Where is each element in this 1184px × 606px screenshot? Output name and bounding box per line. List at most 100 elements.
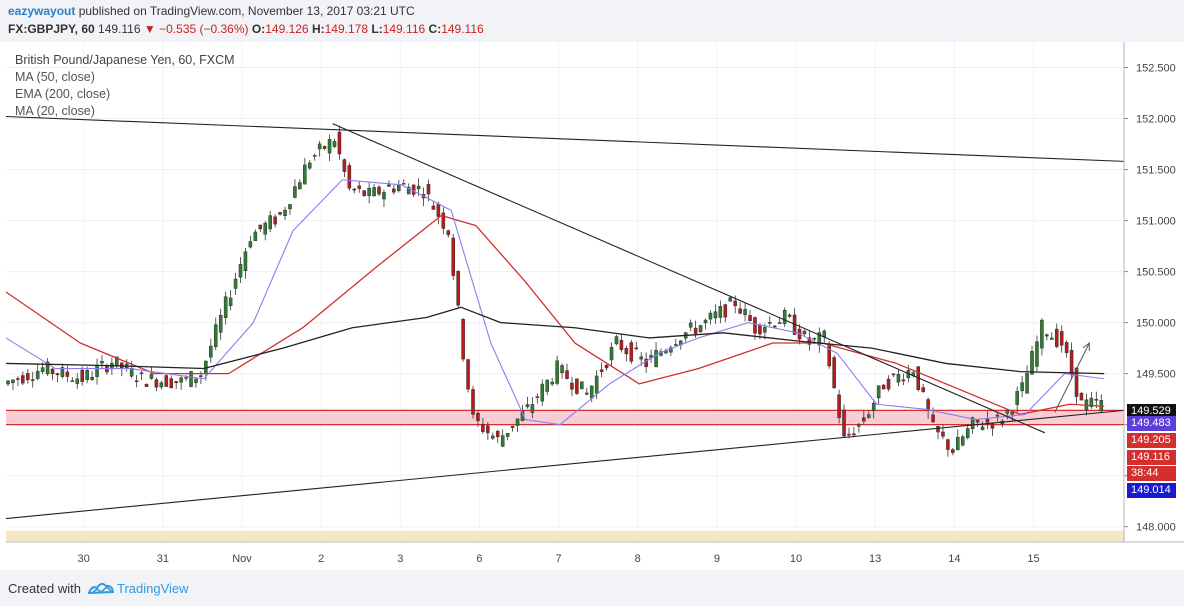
candle-body [243, 251, 248, 271]
candle-body [26, 373, 30, 381]
candle-body [862, 417, 866, 422]
candle-body [431, 205, 436, 210]
candle-body [560, 365, 564, 374]
y-tick-label-9: 152.500 [1136, 63, 1176, 75]
x-tick-label-3: 2 [318, 553, 324, 565]
ma50-line [5, 306, 1105, 375]
x-tick-label-5: 6 [476, 553, 482, 565]
candle-body [268, 215, 272, 230]
x-tick-label-10: 13 [869, 553, 881, 565]
candle-body [164, 375, 169, 387]
candle-body [100, 361, 104, 364]
candle-body [159, 382, 164, 388]
candle-body [436, 203, 441, 217]
close-label: C: [428, 22, 442, 36]
candle-body [471, 389, 475, 415]
candle-body [80, 369, 84, 382]
candle-body [486, 425, 490, 434]
candle-body [698, 325, 703, 333]
candle-body [154, 379, 159, 388]
candle-body [426, 184, 431, 195]
candle-body [30, 379, 35, 381]
candle-body [733, 300, 737, 307]
candle-body [669, 347, 673, 353]
candle-body [446, 230, 451, 236]
candle-body [491, 435, 495, 439]
high-label: H: [311, 22, 325, 36]
candle-body [708, 312, 713, 320]
x-tick-label-8: 9 [714, 553, 720, 565]
candle-body [965, 428, 970, 439]
candle-body [550, 381, 554, 385]
candle-body [594, 375, 599, 394]
price-tag-4: 38:44 [1127, 466, 1176, 481]
candle-body [768, 322, 772, 324]
candle-body [50, 368, 55, 375]
candle-body [540, 383, 545, 402]
candle-body [1020, 382, 1024, 392]
candle-body [1064, 342, 1069, 353]
candle-body [847, 433, 851, 436]
candle-body [837, 394, 841, 419]
candle-body [575, 378, 579, 394]
candle-body [545, 379, 549, 392]
price-tag-1: 149.483 [1127, 416, 1176, 431]
candle-body [55, 373, 60, 376]
last-price: 149.116 [98, 22, 141, 36]
candle-body [303, 164, 307, 185]
candle-body [1030, 351, 1034, 375]
legend-title: British Pound/Japanese Yen, 60, FXCM [15, 53, 235, 67]
candle-body [273, 216, 277, 225]
candle-body [129, 367, 134, 377]
candle-body [461, 318, 465, 360]
candle-body [619, 339, 624, 351]
legend-item-ema200[interactable]: EMA (200, close) [15, 87, 111, 101]
candle-body [70, 380, 75, 382]
price-chart[interactable]: 148.000148.500149.000149.500150.000150.5… [0, 42, 1184, 570]
candle-body [60, 367, 65, 377]
down-triangle-icon: ▼ [143, 22, 156, 36]
legend-item-ma50[interactable]: MA (50, close) [15, 70, 95, 84]
candle-body [782, 309, 787, 324]
candle-body [1079, 392, 1084, 401]
candle-body [565, 370, 569, 379]
candle-body [644, 358, 648, 368]
candle-body [985, 418, 990, 423]
candle-body [288, 204, 292, 210]
candle-body [75, 378, 80, 384]
candle-body [688, 322, 693, 328]
chart-area[interactable]: 148.000148.500149.000149.500150.000150.5… [0, 42, 1184, 570]
candle-body [258, 224, 263, 230]
candle-body [866, 414, 871, 418]
candle-body [570, 382, 574, 390]
candle-body [995, 414, 1000, 417]
ohlc-line: FX:GBPJPY, 60 149.116 ▼ −0.535 (−0.36%) … [8, 22, 484, 36]
candle-body [189, 371, 193, 387]
legend-item-ma20[interactable]: MA (20, close) [15, 104, 95, 118]
candle-body [886, 378, 891, 390]
candle-body [589, 385, 594, 399]
candle-body [693, 327, 698, 334]
y-tick-label-4: 150.000 [1136, 318, 1176, 330]
tradingview-logo-icon[interactable] [88, 579, 114, 597]
candle-body [772, 325, 777, 328]
candle-body [228, 297, 233, 306]
candle-body [530, 404, 535, 413]
candle-body [199, 375, 203, 377]
candle-body [134, 380, 139, 382]
candle-body [505, 433, 510, 437]
tradingview-brand[interactable]: TradingView [117, 581, 189, 596]
price-tag-2: 149.205 [1127, 433, 1176, 448]
candle-body [901, 379, 906, 382]
candle-body [16, 378, 20, 380]
candle-body [253, 231, 258, 242]
price-change: −0.535 (−0.36%) [159, 22, 249, 36]
candle-body [1045, 334, 1049, 337]
candle-body [960, 436, 965, 446]
candle-body [990, 422, 995, 429]
candle-body [817, 332, 822, 346]
candle-body [748, 315, 752, 322]
author-link[interactable]: eazywayout [8, 4, 76, 18]
candle-body [90, 377, 94, 380]
y-tick-label-6: 151.000 [1136, 216, 1176, 228]
